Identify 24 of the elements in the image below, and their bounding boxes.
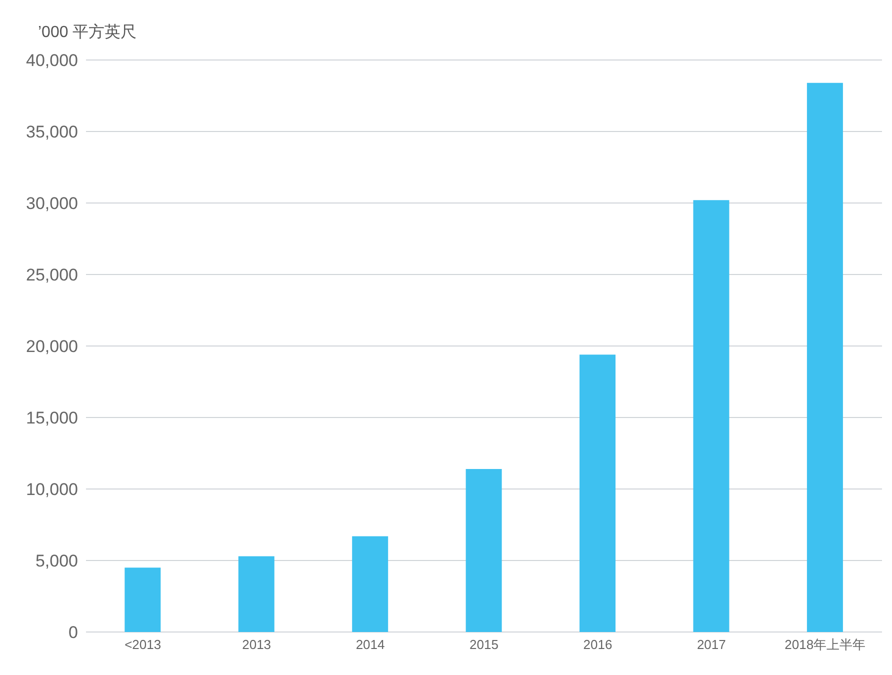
y-tick-label: 0 — [68, 623, 78, 642]
x-tick-label: 2015 — [470, 637, 498, 652]
y-tick-label: 15,000 — [26, 408, 78, 428]
y-tick-label: 30,000 — [26, 194, 78, 214]
y-tick-label: 10,000 — [26, 480, 78, 500]
x-tick-label: 2018年上半年 — [784, 637, 866, 652]
y-tick-label: 40,000 — [26, 51, 78, 70]
y-axis-title: ’000 平方英尺 — [38, 22, 137, 43]
x-tick-label: 2013 — [242, 637, 272, 652]
bar — [466, 468, 502, 632]
bar — [580, 354, 616, 632]
y-tick-label: 5,000 — [35, 552, 78, 571]
y-tick-label: 20,000 — [26, 337, 78, 356]
y-tick-label: 25,000 — [26, 266, 78, 285]
x-tick-label: 2016 — [583, 637, 612, 652]
bar — [238, 556, 274, 632]
bar — [806, 82, 843, 632]
bar — [124, 568, 161, 632]
x-tick-label: 2017 — [696, 637, 726, 652]
bar — [352, 536, 388, 632]
x-tick-label: 2014 — [356, 637, 385, 652]
y-tick-label: 35,000 — [26, 122, 78, 142]
bar — [693, 200, 730, 632]
x-tick-label: <2013 — [124, 637, 162, 652]
